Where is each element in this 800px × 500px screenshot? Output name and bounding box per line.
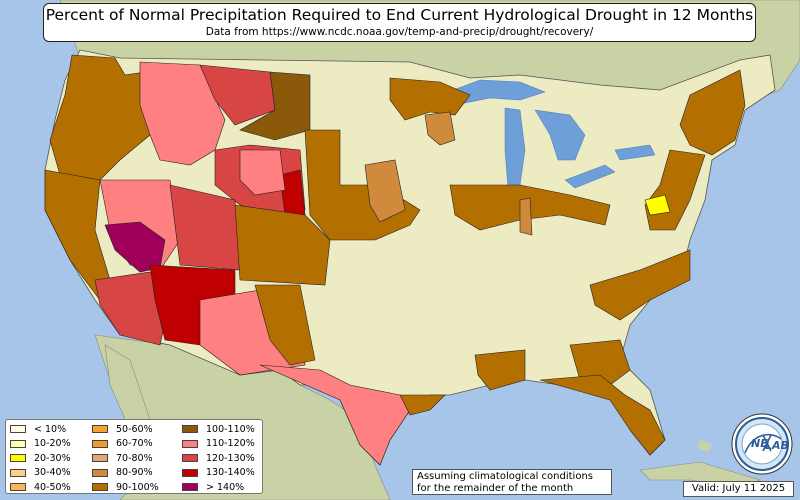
legend-swatch: [182, 468, 198, 477]
legend: < 10% 10-20% 20-30% 30-40% 40-50% 50-60%…: [5, 419, 263, 494]
region-georgia: [569, 339, 631, 386]
legend-swatch: [182, 483, 198, 492]
legend-label: < 10%: [34, 423, 67, 435]
legend-item: 130-140%: [182, 466, 255, 481]
legend-label: 70-80%: [116, 452, 153, 464]
legend-swatch: [10, 483, 26, 492]
legend-swatch: [10, 468, 26, 477]
note-line-1: Assuming climatological conditions: [417, 471, 593, 482]
legend-label: 40-50%: [34, 481, 71, 493]
region-plains-orange: [364, 159, 406, 223]
legend-item: 100-110%: [182, 422, 255, 437]
region-socal: [94, 271, 171, 346]
legend-swatch: [10, 454, 26, 463]
legend-item: 120-130%: [182, 451, 255, 466]
region-wyoming-pink: [239, 149, 286, 196]
legend-swatch: [92, 454, 108, 463]
legend-label: 10-20%: [34, 438, 71, 450]
logo-text-part2: LAB: [765, 439, 789, 452]
legend-item: 110-120%: [182, 437, 255, 452]
legend-swatch: [92, 483, 108, 492]
legend-label: 120-130%: [206, 452, 255, 464]
legend-column-3: 100-110% 110-120% 120-130% 130-140% > 14…: [182, 422, 255, 495]
legend-item: < 10%: [10, 422, 71, 437]
legend-swatch: [92, 468, 108, 477]
legend-label: 50-60%: [116, 423, 153, 435]
legend-item: > 140%: [182, 480, 255, 495]
legend-label: 100-110%: [206, 423, 255, 435]
legend-swatch: [182, 454, 198, 463]
lake-erie: [564, 164, 616, 189]
legend-item: 10-20%: [10, 437, 71, 452]
region-colorado: [234, 204, 331, 286]
legend-item: 50-60%: [92, 422, 159, 437]
legend-item: 20-30%: [10, 451, 71, 466]
legend-swatch: [10, 425, 26, 434]
title-box: Percent of Normal Precipitation Required…: [43, 3, 756, 42]
assumption-note: Assuming climatological conditions for t…: [412, 469, 612, 495]
region-maryland: [644, 194, 671, 216]
legend-label: 30-40%: [34, 467, 71, 479]
legend-label: 130-140%: [206, 467, 255, 479]
region-midwest-light: [519, 197, 533, 236]
region-texas: [259, 364, 411, 466]
logo-text-part1: NE: [751, 437, 768, 450]
legend-swatch: [92, 425, 108, 434]
legend-swatch: [92, 439, 108, 448]
region-montana-east: [239, 71, 311, 141]
legend-label: 110-120%: [206, 438, 255, 450]
nexlab-logo: NE LAB: [731, 413, 793, 475]
region-nm-brown: [254, 284, 316, 366]
legend-item: 60-70%: [92, 437, 159, 452]
map-subtitle: Data from https://www.ncdc.noaa.gov/temp…: [205, 26, 594, 38]
note-line-2: for the remainder of the month: [417, 483, 574, 494]
legend-item: 40-50%: [10, 480, 71, 495]
legend-label: 90-100%: [116, 481, 159, 493]
valid-date: Valid: July 11 2025: [683, 481, 794, 497]
region-florida: [539, 374, 666, 456]
legend-item: 90-100%: [92, 480, 159, 495]
region-upper-midwest-orange: [424, 111, 456, 146]
legend-item: 80-90%: [92, 466, 159, 481]
legend-item: 70-80%: [92, 451, 159, 466]
region-carolinas: [589, 249, 691, 321]
legend-swatch: [182, 439, 198, 448]
map-title: Percent of Normal Precipitation Required…: [45, 6, 754, 24]
legend-label: 20-30%: [34, 452, 71, 464]
lake-huron: [534, 109, 586, 161]
legend-label: 60-70%: [116, 438, 153, 450]
legend-label: > 140%: [206, 481, 245, 493]
legend-column-1: < 10% 10-20% 20-30% 30-40% 40-50%: [10, 422, 71, 495]
lake-ontario: [614, 144, 656, 161]
region-northeast: [679, 69, 746, 156]
legend-item: 30-40%: [10, 466, 71, 481]
legend-swatch: [182, 425, 198, 434]
legend-column-2: 50-60% 60-70% 70-80% 80-90% 90-100%: [92, 422, 159, 495]
legend-swatch: [10, 439, 26, 448]
region-gulf: [474, 349, 526, 391]
legend-label: 80-90%: [116, 467, 153, 479]
region-montana: [199, 64, 276, 126]
region-texas-coast: [399, 394, 446, 416]
bahamas-land: [698, 440, 712, 452]
